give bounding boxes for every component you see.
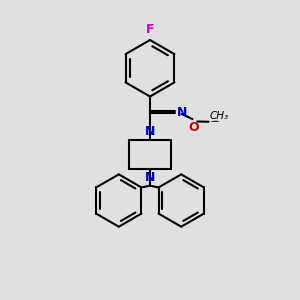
Text: F: F bbox=[146, 23, 154, 37]
Text: —: — bbox=[211, 117, 219, 126]
Text: O–CH₃: O–CH₃ bbox=[214, 120, 218, 122]
Text: CH₃: CH₃ bbox=[210, 111, 229, 121]
Text: N: N bbox=[145, 124, 155, 137]
Text: N: N bbox=[177, 106, 187, 119]
Text: O: O bbox=[188, 122, 199, 134]
Text: N: N bbox=[145, 171, 155, 184]
